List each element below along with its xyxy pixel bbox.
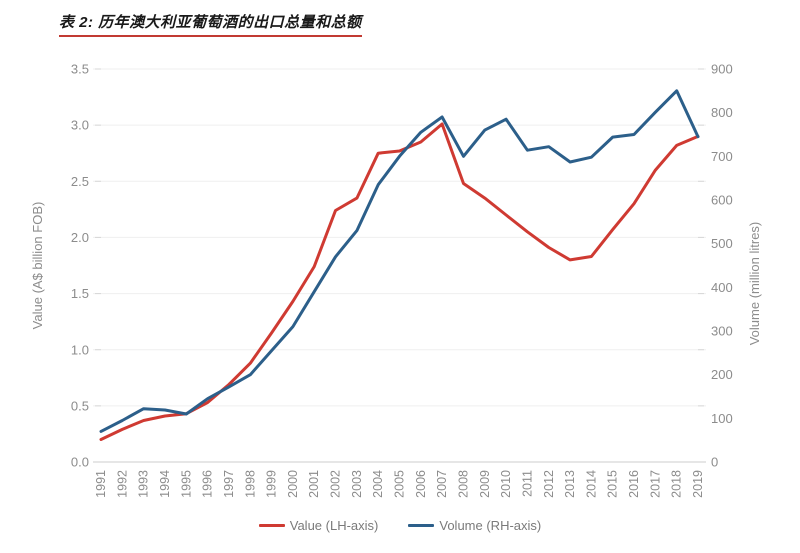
x-axis-tick-label: 2019 [691, 470, 705, 498]
x-axis-tick-label: 1993 [137, 470, 151, 498]
volume-series-swatch [408, 524, 435, 527]
value-series-line [99, 122, 700, 441]
legend-label-volume: Volume (RH-axis) [439, 518, 542, 533]
x-axis-tick-label: 2013 [563, 470, 577, 498]
x-axis-tick-label: 2003 [350, 470, 364, 498]
x-axis-tick-label: 1995 [179, 470, 193, 498]
x-axis-tick-label: 1992 [115, 470, 129, 498]
legend-item-volume: Volume (RH-axis) [408, 518, 541, 533]
x-axis-tick-label: 1991 [94, 470, 108, 498]
x-axis-tick-label: 2010 [499, 470, 513, 498]
x-axis-tick-label: 1996 [201, 470, 215, 498]
volume-series-line [99, 89, 700, 433]
x-axis-tick-label: 2018 [670, 470, 684, 498]
chart-legend: Value (LH-axis) Volume (RH-axis) [0, 518, 800, 533]
y-axis-left-tick-label: 3.0 [71, 118, 89, 133]
y-axis-right-title: Volume (million litres) [747, 222, 762, 346]
y-axis-left-tick-label: 2.5 [71, 174, 89, 189]
x-axis-tick-label: 2004 [371, 470, 385, 498]
y-axis-right-tick-label: 0 [711, 455, 718, 470]
legend-item-value: Value (LH-axis) [258, 518, 379, 533]
x-axis-tick-label: 2009 [478, 470, 492, 498]
x-axis-tick-label: 1997 [222, 470, 236, 498]
x-axis-tick-label: 2015 [606, 470, 620, 498]
x-axis-tick-label: 2012 [542, 470, 556, 498]
y-axis-right-tick-label: 300 [711, 324, 733, 339]
y-axis-right-tick-label: 900 [711, 62, 733, 77]
y-axis-right-tick-label: 500 [711, 236, 733, 251]
x-axis-tick-label: 2006 [414, 470, 428, 498]
x-axis-tick-label: 1994 [158, 470, 172, 498]
value-series-swatch [258, 524, 285, 527]
x-axis-tick-label: 2014 [584, 470, 598, 498]
y-axis-left-tick-label: 2.0 [71, 230, 89, 245]
x-axis-tick-label: 2000 [286, 470, 300, 498]
x-axis-tick-label: 2002 [329, 470, 343, 498]
x-axis-tick-label: 2017 [648, 470, 662, 498]
y-axis-right-tick-label: 800 [711, 105, 733, 120]
legend-label-value: Value (LH-axis) [289, 518, 379, 533]
y-axis-right-tick-label: 600 [711, 193, 733, 208]
x-axis-tick-label: 2016 [627, 470, 641, 498]
y-axis-left-title: Value (A$ billion FOB) [30, 202, 45, 330]
x-axis-tick-label: 2008 [456, 470, 470, 498]
x-axis-tick-label: 2001 [307, 470, 321, 498]
y-axis-right-tick-label: 200 [711, 367, 733, 382]
y-axis-left-tick-label: 0.0 [71, 455, 89, 470]
y-axis-left-tick-label: 0.5 [71, 398, 89, 413]
y-axis-right-tick-label: 700 [711, 149, 733, 164]
y-axis-left-tick-label: 1.0 [71, 342, 89, 357]
y-axis-left-tick-label: 3.5 [71, 62, 89, 77]
y-axis-right-tick-label: 400 [711, 280, 733, 295]
chart-title: 表 2: 历年澳大利亚葡萄酒的出口总量和总额 [59, 11, 362, 37]
x-axis-tick-label: 2005 [393, 470, 407, 498]
x-axis-tick-label: 2007 [435, 470, 449, 498]
y-axis-left-tick-label: 1.5 [71, 286, 89, 301]
x-axis-tick-label: 2011 [520, 470, 534, 497]
x-axis-tick-label: 1999 [265, 470, 279, 498]
y-axis-right-tick-label: 100 [711, 411, 733, 426]
x-axis-tick-label: 1998 [243, 470, 257, 498]
